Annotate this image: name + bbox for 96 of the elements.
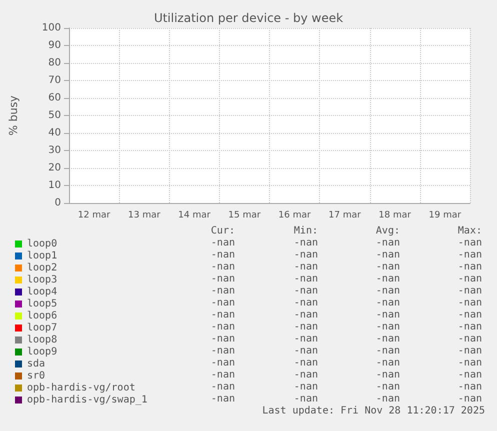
text: -nan — [294, 262, 318, 272]
text: -nan — [210, 274, 235, 284]
text: -nan — [210, 238, 235, 248]
legend-label: loop2 — [27, 262, 58, 274]
text: -nan — [294, 298, 318, 308]
legend-label: opb-hardis-vg/root — [27, 382, 136, 394]
text: -nan — [376, 358, 400, 368]
text: -nan — [210, 382, 235, 392]
legend-label: loop5 — [27, 298, 58, 310]
text: -nan — [376, 322, 400, 332]
text: -nan — [376, 346, 400, 356]
y-tick-label: 90 — [48, 40, 61, 51]
text: -nan — [376, 298, 400, 308]
x-tick-label: 18 mar — [378, 210, 412, 220]
text: -nan — [210, 370, 235, 380]
y-tick-label: 0 — [54, 198, 61, 208]
text: -nan — [210, 262, 235, 272]
text: -nan — [210, 394, 235, 404]
y-tick-label: 70 — [48, 75, 61, 86]
text: -nan — [458, 394, 482, 404]
legend-label: loop7 — [27, 322, 58, 334]
y-tick-label: 10 — [48, 180, 61, 191]
text: -nan — [294, 250, 318, 260]
text: -nan — [458, 322, 482, 332]
text: -nan — [294, 394, 318, 404]
text: -nan — [458, 310, 482, 320]
text: -nan — [458, 358, 482, 368]
x-tick-label: 15 mar — [228, 210, 261, 220]
text: Cur: — [210, 226, 235, 236]
chart-title: Utilization per device - by week — [154, 11, 344, 25]
text: -nan — [458, 262, 482, 272]
legend-label: loop6 — [27, 310, 58, 322]
text: -nan — [210, 298, 235, 308]
legend-label: opb-hardis-vg/swap_1 — [27, 394, 148, 406]
y-tick-label: 100 — [42, 22, 61, 34]
text: Avg: — [376, 226, 400, 236]
legend-label: sda — [27, 358, 46, 370]
text: -nan — [458, 334, 482, 344]
text: -nan — [376, 334, 400, 344]
text: -nan — [210, 322, 235, 332]
text: -nan — [210, 358, 235, 368]
text: -nan — [458, 370, 482, 380]
text: -nan — [458, 250, 482, 260]
text: -nan — [458, 382, 482, 392]
text: -nan — [294, 286, 318, 296]
text: -nan — [458, 298, 482, 308]
text: -nan — [458, 346, 482, 356]
text: -nan — [210, 286, 235, 296]
y-tick-label: 20 — [48, 162, 61, 174]
text: -nan — [376, 310, 400, 320]
y-axis-title: % busy — [7, 94, 20, 136]
text: -nan — [294, 346, 318, 356]
legend-label: loop8 — [27, 334, 58, 346]
legend-label: loop3 — [27, 274, 58, 286]
x-tick-label: 19 mar — [428, 210, 462, 220]
text: -nan — [376, 394, 400, 404]
text: -nan — [376, 262, 400, 272]
text: -nan — [294, 238, 318, 248]
text: -nan — [376, 274, 400, 284]
y-tick-label: 50 — [48, 110, 61, 121]
text: -nan — [210, 310, 235, 320]
text: -nan — [294, 358, 318, 368]
text: -nan — [458, 274, 482, 284]
legend-label: loop9 — [27, 346, 58, 358]
legend-label: loop4 — [27, 286, 58, 298]
text: -nan — [458, 286, 482, 296]
text: -nan — [294, 370, 318, 380]
x-tick-label: 12 mar — [78, 210, 111, 220]
x-tick-label: 13 mar — [128, 210, 161, 220]
text: -nan — [294, 310, 318, 320]
y-tick-label: 80 — [48, 58, 61, 68]
x-tick-label: 16 mar — [278, 210, 312, 220]
text: -nan — [294, 334, 318, 344]
text: Last update: Fri Nov 28 11:20:17 2025 — [262, 406, 485, 416]
x-tick-label: 17 mar — [328, 210, 362, 220]
legend-label: loop0 — [27, 238, 58, 250]
text: Max: — [458, 226, 482, 236]
text: -nan — [210, 250, 235, 260]
text: -nan — [294, 382, 318, 392]
text: -nan — [376, 238, 400, 248]
text: -nan — [210, 334, 235, 344]
text: Min: — [294, 226, 318, 236]
legend-label: loop1 — [27, 250, 58, 262]
text: -nan — [376, 370, 400, 380]
text: -nan — [376, 382, 400, 392]
text: -nan — [458, 238, 482, 248]
text: -nan — [294, 322, 318, 332]
text: -nan — [376, 250, 400, 260]
text: -nan — [210, 346, 235, 356]
y-tick-label: 30 — [48, 145, 61, 156]
y-tick-label: 60 — [48, 92, 61, 104]
x-tick-label: 14 mar — [178, 210, 211, 220]
text: -nan — [376, 286, 400, 296]
y-tick-label: 40 — [48, 128, 61, 138]
legend-label: sr0 — [27, 370, 46, 382]
text: -nan — [294, 274, 318, 284]
